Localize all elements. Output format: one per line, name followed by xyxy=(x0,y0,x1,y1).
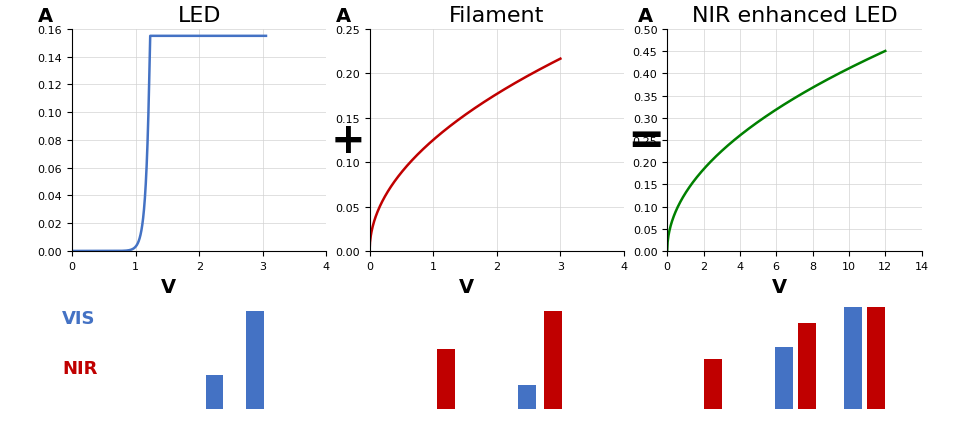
Text: A: A xyxy=(38,7,54,26)
Text: V: V xyxy=(161,277,177,296)
Text: A: A xyxy=(638,7,654,26)
Title: LED: LED xyxy=(178,6,221,26)
Title: Filament: Filament xyxy=(449,6,544,26)
Bar xyxy=(437,349,455,409)
Text: +: + xyxy=(330,120,366,161)
Bar xyxy=(776,347,793,409)
Text: NIR: NIR xyxy=(62,359,98,377)
Bar xyxy=(844,308,862,409)
Text: V: V xyxy=(772,277,786,296)
Bar xyxy=(247,311,264,409)
Title: NIR enhanced LED: NIR enhanced LED xyxy=(691,6,898,26)
Bar xyxy=(205,376,224,409)
Bar xyxy=(544,311,562,409)
Text: A: A xyxy=(336,7,351,26)
Text: =: = xyxy=(627,119,664,162)
Text: V: V xyxy=(459,277,474,296)
Bar xyxy=(798,323,816,409)
Bar xyxy=(704,359,722,409)
Bar xyxy=(867,308,885,409)
Bar xyxy=(518,385,537,409)
Text: VIS: VIS xyxy=(62,309,96,327)
